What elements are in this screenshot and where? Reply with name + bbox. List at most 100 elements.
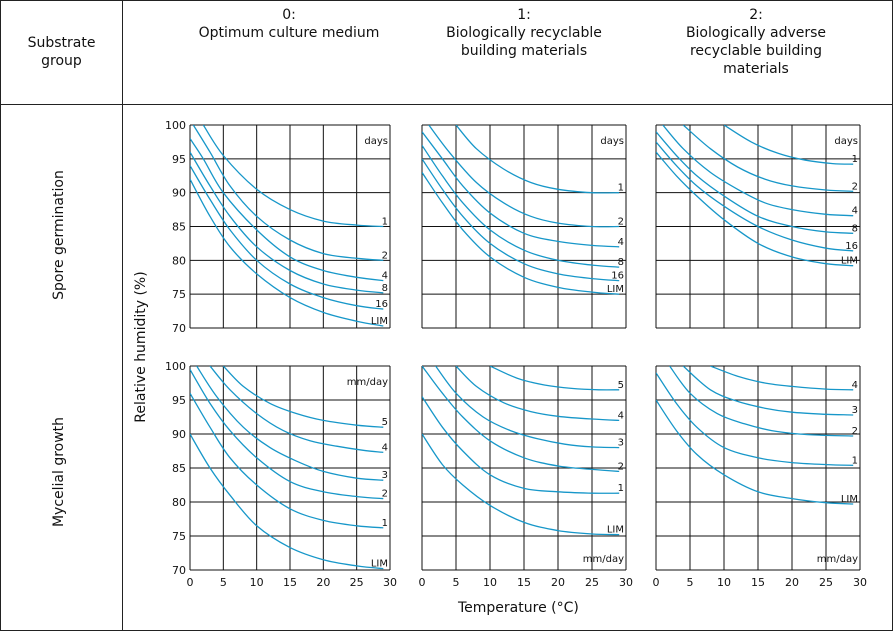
curve-1 <box>656 372 854 466</box>
column-header-0: 0: Optimum culture medium <box>183 6 395 42</box>
series-label-LIM: LIM <box>841 256 858 267</box>
curve-1 <box>422 396 620 494</box>
x-tick-label: 5 <box>687 576 694 589</box>
series-label-2: 2 <box>852 181 858 192</box>
y-tick-label: 80 <box>172 496 186 509</box>
y-tick-label: 85 <box>172 462 186 475</box>
series-label-16: 16 <box>375 299 388 310</box>
y-tick-label: 75 <box>172 530 186 543</box>
curve-2 <box>422 366 620 473</box>
y-tick-label: 85 <box>172 221 186 234</box>
curve-8 <box>422 144 620 268</box>
series-label-LIM: LIM <box>371 316 388 327</box>
y-tick-label: 100 <box>165 119 186 132</box>
curve-2 <box>669 366 854 437</box>
x-tick-label: 0 <box>187 576 194 589</box>
curve-3 <box>682 366 854 416</box>
series-label-1: 1 <box>382 217 388 228</box>
curve-1 <box>202 125 384 228</box>
unit-label: days <box>600 136 624 147</box>
series-label-8: 8 <box>618 257 624 268</box>
unit-label: mm/day <box>347 377 388 388</box>
y-tick-label: 100 <box>165 360 186 373</box>
series-label-4: 4 <box>852 380 858 391</box>
x-tick-label: 30 <box>853 576 867 589</box>
series-label-2: 2 <box>618 217 624 228</box>
series-label-LIM: LIM <box>371 559 388 570</box>
curve-8 <box>190 151 384 294</box>
x-tick-label: 30 <box>383 576 397 589</box>
series-label-4: 4 <box>382 271 388 282</box>
series-label-4: 4 <box>618 237 624 248</box>
column-header-1: 1: Biologically recyclable building mate… <box>418 6 630 60</box>
curve-LIM <box>656 399 854 505</box>
series-label-1: 1 <box>618 183 624 194</box>
series-label-2: 2 <box>618 461 624 472</box>
series-label-5: 5 <box>618 380 624 391</box>
series-label-2: 2 <box>382 250 388 261</box>
x-tick-label: 15 <box>283 576 297 589</box>
x-tick-label: 25 <box>819 576 833 589</box>
x-tick-label: 25 <box>585 576 599 589</box>
column-divider <box>122 0 123 631</box>
curve-2 <box>192 125 384 261</box>
curve-5 <box>222 366 384 428</box>
curve-4 <box>662 125 854 217</box>
unit-label: days <box>364 136 388 147</box>
y-tick-label: 80 <box>172 254 186 267</box>
x-tick-label: 5 <box>220 576 227 589</box>
series-label-4: 4 <box>382 442 388 453</box>
series-label-4: 4 <box>618 410 624 421</box>
curve-4 <box>710 366 854 391</box>
x-tick-label: 20 <box>316 576 330 589</box>
curve-LIM <box>422 433 620 536</box>
y-tick-label: 75 <box>172 288 186 301</box>
y-tick-label: 70 <box>172 322 186 335</box>
curve-LIM <box>190 178 384 327</box>
x-tick-label: 5 <box>453 576 460 589</box>
curve-LIM <box>422 172 620 295</box>
x-tick-label: 15 <box>517 576 531 589</box>
y-tick-label: 90 <box>172 428 186 441</box>
x-tick-label: 10 <box>483 576 497 589</box>
curve-2 <box>190 369 384 500</box>
curve-LIM <box>190 433 384 570</box>
curve-LIM <box>656 151 854 267</box>
x-tick-label: 20 <box>785 576 799 589</box>
series-label-3: 3 <box>852 405 858 416</box>
series-label-LIM: LIM <box>607 284 624 295</box>
frame-top-border <box>0 0 893 1</box>
x-tick-label: 10 <box>717 576 731 589</box>
column-header-2-number: 2: <box>749 7 763 23</box>
unit-label: days <box>834 136 858 147</box>
unit-label: mm/day <box>817 554 858 565</box>
substrate-group-header: Substrate group <box>27 35 96 69</box>
series-label-5: 5 <box>382 417 388 428</box>
column-header-1-number: 1: <box>517 7 531 23</box>
x-tick-label: 25 <box>350 576 364 589</box>
x-tick-label: 10 <box>250 576 264 589</box>
series-label-1: 1 <box>382 518 388 529</box>
series-label-3: 3 <box>382 470 388 481</box>
curve-4 <box>190 138 384 282</box>
x-tick-label: 15 <box>751 576 765 589</box>
series-label-1: 1 <box>618 483 624 494</box>
column-header-2-name: Biologically adverse recyclable building… <box>685 25 827 77</box>
curve-1 <box>723 125 854 165</box>
x-tick-label: 20 <box>551 576 565 589</box>
x-tick-label: 0 <box>419 576 426 589</box>
curve-3 <box>196 366 384 481</box>
series-label-2: 2 <box>852 426 858 437</box>
unit-label: mm/day <box>583 554 624 565</box>
frame-left-border <box>0 0 1 631</box>
column-header-0-name: Optimum culture medium <box>198 25 380 41</box>
curve-4 <box>209 366 384 454</box>
y-tick-label: 70 <box>172 564 186 577</box>
curve-3 <box>435 366 620 449</box>
series-label-2: 2 <box>382 489 388 500</box>
curve-16 <box>656 141 854 252</box>
y-tick-label: 95 <box>172 153 186 166</box>
curve-8 <box>656 131 854 234</box>
series-label-8: 8 <box>382 283 388 294</box>
